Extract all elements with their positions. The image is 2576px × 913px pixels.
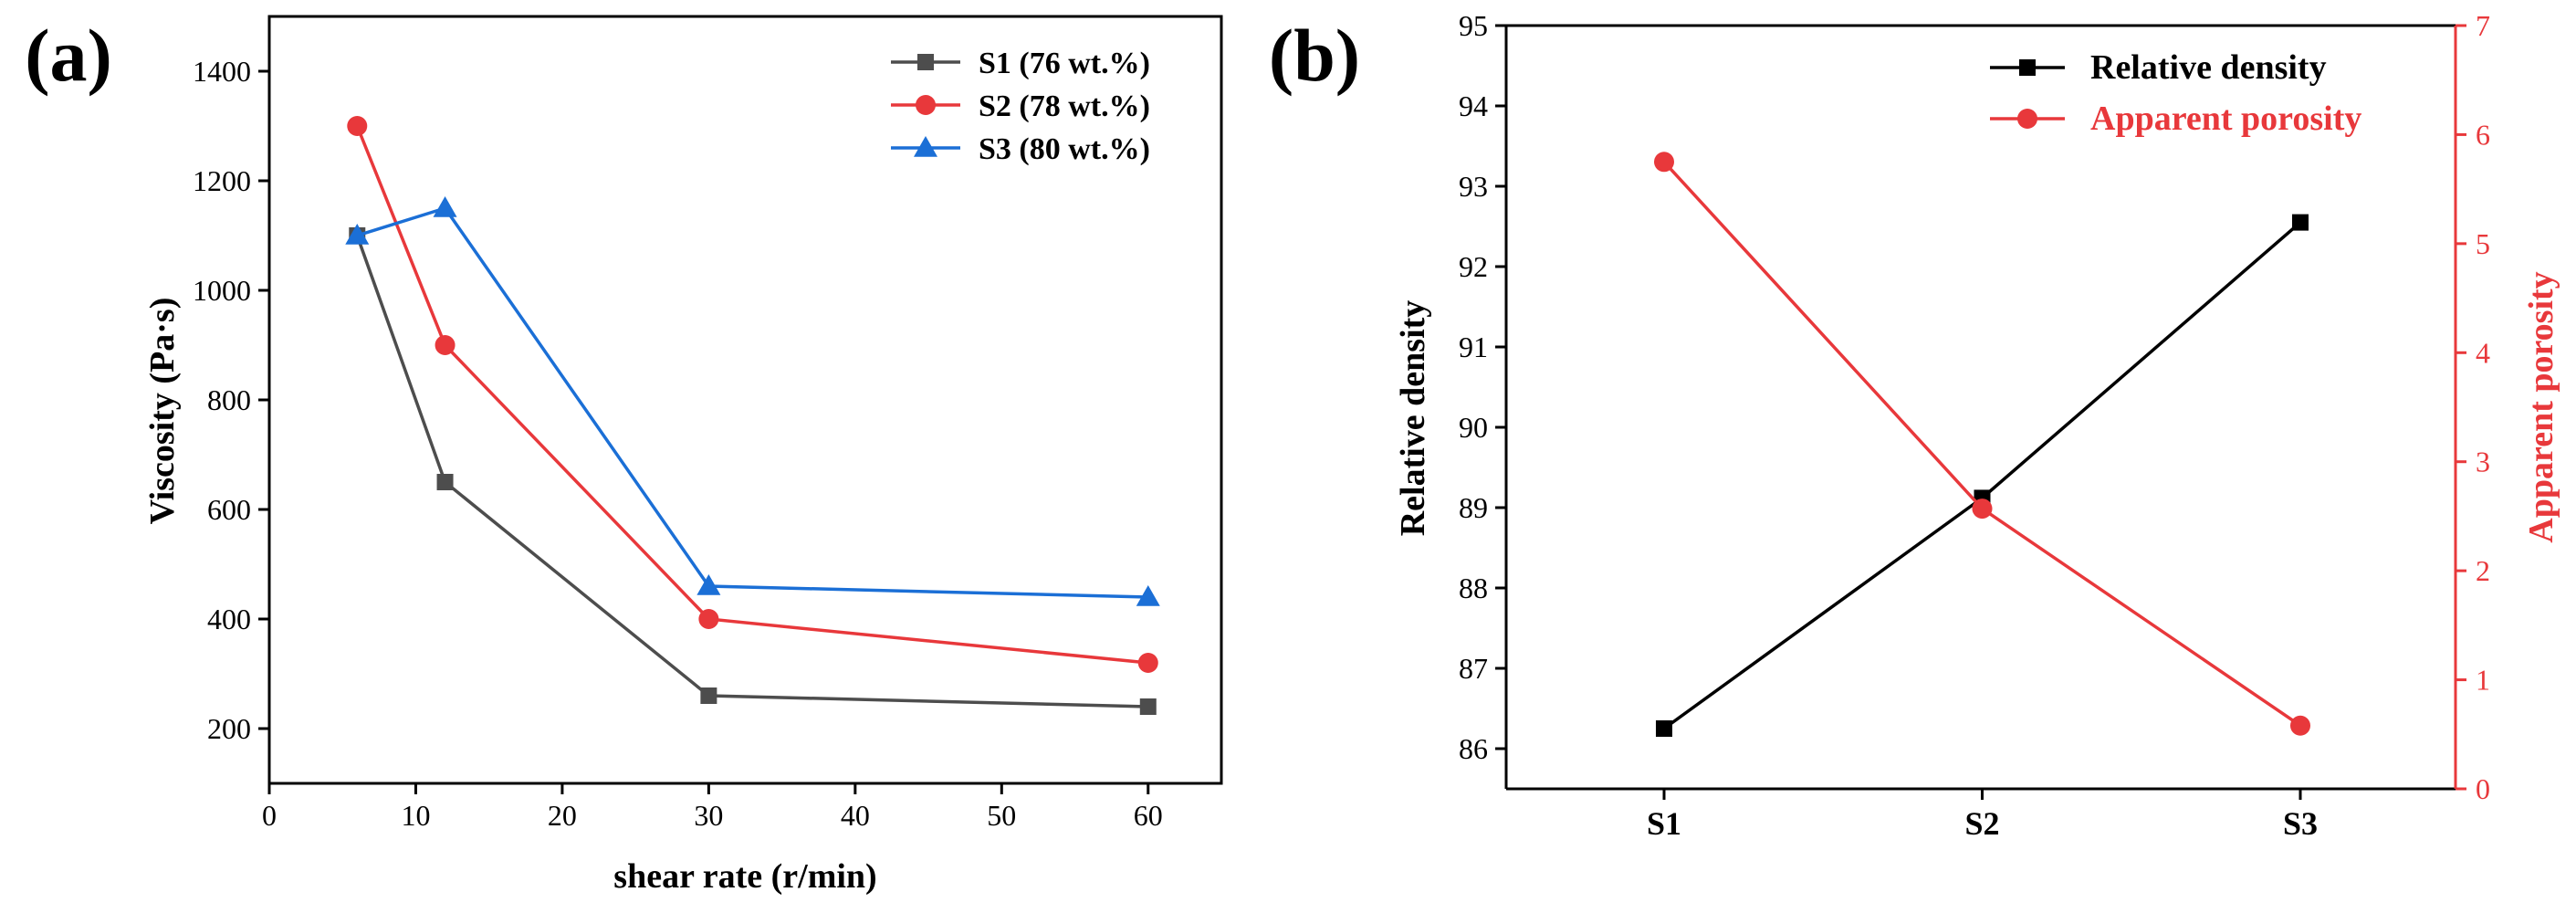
panel-a-legend-marker xyxy=(914,136,937,157)
panel-a-y-tick-label: 200 xyxy=(207,712,251,745)
panel-a-x-tick-label: 20 xyxy=(548,799,577,832)
panel-b-right-y-tick-label: 1 xyxy=(2476,664,2490,697)
panel-a-x-tick-label: 0 xyxy=(262,799,277,832)
panel-b-data-point-porosity xyxy=(1654,152,1674,173)
panel-b-right-y-tick-label: 5 xyxy=(2476,227,2490,260)
panel-a-y-tick-label: 400 xyxy=(207,603,251,635)
panel-a-x-tick-label: 60 xyxy=(1134,799,1163,832)
panel-a-y-tick-label: 1200 xyxy=(193,164,251,197)
panel-a-y-tick-label: 600 xyxy=(207,493,251,526)
panel-b-series-line-density xyxy=(1662,221,2302,730)
panel-b-data-point-porosity xyxy=(1972,498,1993,519)
panel-a-data-point-s3 xyxy=(696,574,721,595)
panel-a-x-tick-label: 50 xyxy=(987,799,1016,832)
panel-b-right-y-tick-label: 2 xyxy=(2476,554,2490,587)
panel-a-legend-marker xyxy=(916,95,936,115)
panel-a-data-point-s1 xyxy=(700,687,717,704)
panel-b-right-y-tick-label: 6 xyxy=(2476,118,2490,151)
panel-b-data-point-density xyxy=(1656,720,1672,737)
panel-b-right-y-tick-label: 4 xyxy=(2476,336,2490,369)
panel-a-label: (a) xyxy=(25,14,112,97)
panel-a-x-tick-label: 40 xyxy=(841,799,870,832)
panel-a-data-point-s2 xyxy=(347,116,368,136)
panel-b-left-y-tick-label: 93 xyxy=(1459,170,1488,203)
panel-a-series-line-s1 xyxy=(355,235,1148,708)
panel-a-data-point-s2 xyxy=(435,335,456,355)
panel-b-left-y-tick-label: 92 xyxy=(1459,250,1488,283)
panel-b-right-y-axis-label: Apparent porosity xyxy=(2522,271,2560,542)
panel-b-right-y-tick-label: 7 xyxy=(2476,9,2490,42)
panel-b-right-y-tick-label: 3 xyxy=(2476,446,2490,478)
panel-b-x-tick-label: S2 xyxy=(1964,805,1999,842)
panel-b-legend-label: Apparent porosity xyxy=(2090,100,2361,138)
panel-b-left-y-tick-label: 89 xyxy=(1459,491,1488,524)
panel-a-x-tick-label: 30 xyxy=(694,799,723,832)
panel-b-left-y-tick-label: 94 xyxy=(1459,89,1488,122)
panel-b-legend-label: Relative density xyxy=(2090,48,2327,87)
panel-b-left-y-tick-label: 86 xyxy=(1459,732,1488,765)
panel-a-data-point-s2 xyxy=(698,609,719,629)
panel-b-legend-marker xyxy=(2019,59,2036,76)
panel-b-left-y-tick-label: 95 xyxy=(1459,9,1488,42)
panel-b-data-point-density xyxy=(2292,214,2309,231)
panel-a-data-point-s3 xyxy=(433,196,457,217)
panel-b-x-tick-label: S3 xyxy=(2283,805,2318,842)
panel-b-label: (b) xyxy=(1269,14,1360,97)
panel-b-data-point-porosity xyxy=(2290,715,2310,736)
panel-b-left-y-tick-label: 87 xyxy=(1459,652,1488,685)
panel-a-data-point-s2 xyxy=(1137,653,1158,673)
panel-b-legend-marker xyxy=(2017,109,2037,129)
panel-a-data-point-s3 xyxy=(1136,585,1160,606)
panel-a-legend-marker xyxy=(917,54,934,70)
panel-a-y-tick-label: 1400 xyxy=(193,55,251,88)
panel-b-left-y-tick-label: 88 xyxy=(1459,572,1488,604)
panel-a-data-point-s1 xyxy=(1139,698,1157,715)
panel-a-series-line-s2 xyxy=(355,125,1148,665)
panel-a-legend-label: S1 (76 wt.%) xyxy=(979,47,1150,80)
panel-a-y-tick-label: 1000 xyxy=(193,274,251,307)
panel-a-x-axis-label: shear rate (r/min) xyxy=(613,857,876,896)
panel-b-left-y-tick-label: 91 xyxy=(1459,331,1488,363)
panel-a-data-point-s3 xyxy=(345,224,370,245)
panel-b-x-tick-label: S1 xyxy=(1647,805,1681,842)
panel-a-axes-frame xyxy=(267,15,1223,785)
panel-a-series-line-s3 xyxy=(356,205,1148,599)
panel-a-legend-label: S2 (78 wt.%) xyxy=(979,89,1150,123)
panel-a-y-axis-label: Viscosity (Pa·s) xyxy=(143,298,182,525)
panel-a-legend-label: S3 (80 wt.%) xyxy=(979,132,1150,166)
panel-a-x-tick-label: 10 xyxy=(401,799,430,832)
panel-b-series-line-porosity xyxy=(1662,161,2301,728)
panel-b-left-y-axis-label: Relative density xyxy=(1394,300,1432,537)
panel-a-data-point-s1 xyxy=(436,474,454,490)
panel-b-left-y-tick-label: 90 xyxy=(1459,411,1488,444)
panel-a-y-tick-label: 800 xyxy=(207,383,251,416)
panel-b-right-y-tick-label: 0 xyxy=(2476,772,2490,805)
